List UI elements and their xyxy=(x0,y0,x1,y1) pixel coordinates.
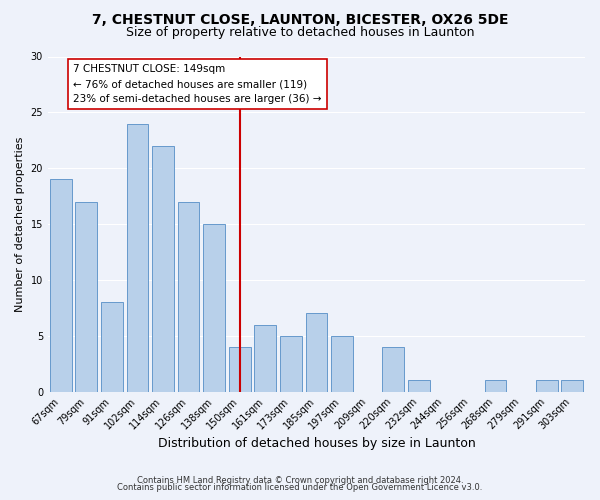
Bar xyxy=(229,347,251,392)
Bar xyxy=(178,202,199,392)
X-axis label: Distribution of detached houses by size in Launton: Distribution of detached houses by size … xyxy=(158,437,475,450)
Bar xyxy=(254,324,276,392)
Bar xyxy=(331,336,353,392)
Bar xyxy=(50,180,71,392)
Bar xyxy=(101,302,123,392)
Text: 7 CHESTNUT CLOSE: 149sqm
← 76% of detached houses are smaller (119)
23% of semi-: 7 CHESTNUT CLOSE: 149sqm ← 76% of detach… xyxy=(73,64,322,104)
Bar xyxy=(408,380,430,392)
Bar xyxy=(203,224,225,392)
Text: 7, CHESTNUT CLOSE, LAUNTON, BICESTER, OX26 5DE: 7, CHESTNUT CLOSE, LAUNTON, BICESTER, OX… xyxy=(92,12,508,26)
Text: Contains public sector information licensed under the Open Government Licence v3: Contains public sector information licen… xyxy=(118,484,482,492)
Text: Contains HM Land Registry data © Crown copyright and database right 2024.: Contains HM Land Registry data © Crown c… xyxy=(137,476,463,485)
Bar xyxy=(382,347,404,392)
Text: Size of property relative to detached houses in Launton: Size of property relative to detached ho… xyxy=(126,26,474,39)
Bar xyxy=(562,380,583,392)
Bar xyxy=(485,380,506,392)
Bar xyxy=(152,146,174,392)
Bar xyxy=(280,336,302,392)
Bar xyxy=(536,380,557,392)
Bar xyxy=(305,314,328,392)
Bar xyxy=(76,202,97,392)
Bar xyxy=(127,124,148,392)
Y-axis label: Number of detached properties: Number of detached properties xyxy=(15,136,25,312)
